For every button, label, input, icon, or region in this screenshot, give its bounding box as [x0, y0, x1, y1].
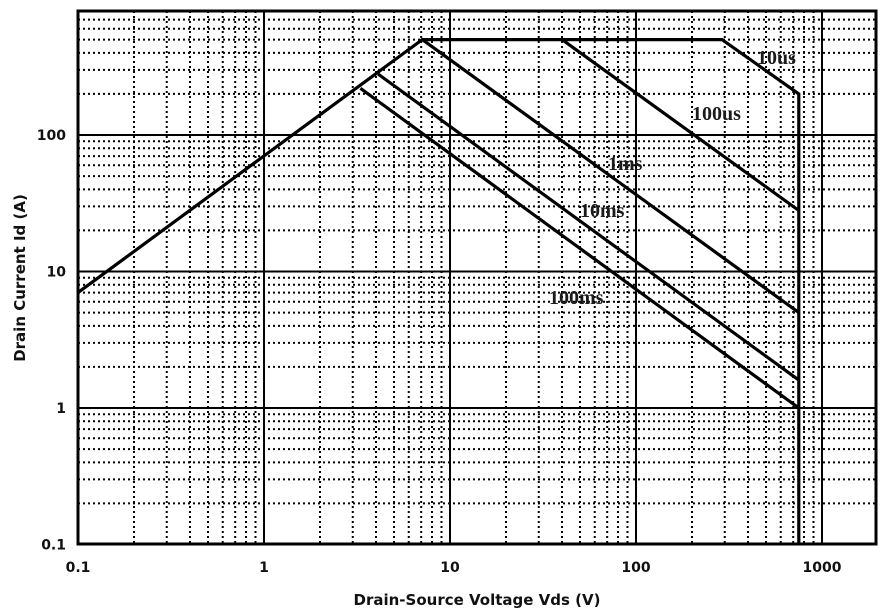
plot-frame — [76, 9, 878, 546]
x-tick-label: 1 — [259, 560, 269, 576]
label-100us: 100us — [692, 103, 741, 125]
label-10us: 10us — [757, 47, 796, 69]
x-tick-label: 1000 — [803, 560, 842, 576]
label-10ms: 10ms — [580, 200, 625, 222]
curve-10ms — [377, 72, 800, 382]
y-tick-label: 0.1 — [41, 538, 66, 554]
y-tick-label: 1 — [56, 401, 66, 417]
x-axis-label: Drain-Source Voltage Vds (V) — [354, 591, 601, 609]
y-axis-label: Drain Current Id (A) — [11, 194, 29, 362]
soa-curves — [77, 37, 801, 545]
x-tick-label: 10 — [440, 560, 460, 576]
major-gridlines — [78, 11, 876, 544]
x-tick-label: 0.1 — [66, 560, 91, 576]
x-axis-ticks: 0.1 1 10 100 1000 — [66, 560, 842, 576]
series-labels: 10us 100us 1ms 10ms 100ms — [549, 47, 796, 309]
minor-gridlines — [78, 11, 876, 544]
x-tick-label: 100 — [621, 560, 650, 576]
curve-100us — [561, 38, 800, 212]
y-axis-ticks: 0.1 1 10 100 — [37, 128, 66, 554]
y-tick-label: 100 — [37, 128, 66, 144]
label-1ms: 1ms — [608, 153, 643, 175]
y-tick-label: 10 — [47, 265, 67, 281]
curve-1ms — [421, 38, 800, 314]
curve-100ms — [359, 87, 800, 410]
curve-10us — [77, 37, 801, 545]
label-100ms: 100ms — [549, 287, 604, 309]
